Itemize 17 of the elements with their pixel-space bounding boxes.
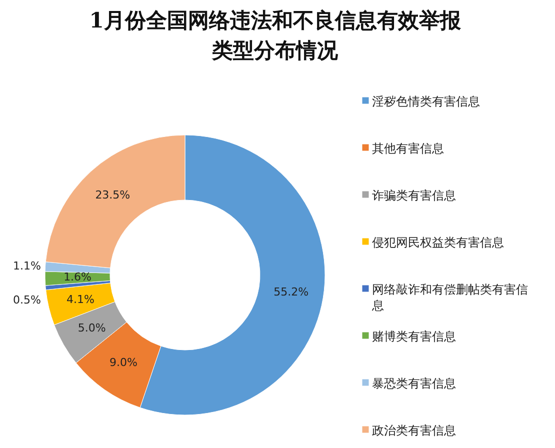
data-label: 0.5% — [13, 294, 41, 307]
data-label: 1.6% — [64, 270, 92, 284]
legend-label: 暴恐类有害信息 — [372, 376, 456, 390]
legend-label: 诈骗类有害信息 — [372, 188, 456, 202]
legend-label: 淫秽色情类有害信息 — [372, 94, 480, 108]
legend-label: 侵犯网民权益类有害信息 — [372, 235, 504, 250]
legend-label: 其他有害信息 — [372, 141, 444, 156]
data-label: 55.2% — [274, 285, 309, 298]
data-label: 5.0% — [78, 322, 106, 335]
data-label: 23.5% — [95, 188, 130, 202]
legend-label: 网络敲诈和有偿删帖类有害信息 — [371, 282, 528, 312]
data-label: 9.0% — [109, 356, 138, 370]
data-label: 1.1% — [13, 260, 41, 273]
legend-label: 政治类有害信息 — [372, 423, 456, 438]
chart-title: 1月份全国网络违法和不良信息有效举报类型分布情况 — [89, 7, 462, 62]
legend-label: 赌博类有害信息 — [372, 329, 456, 344]
data-label: 4.1% — [66, 293, 94, 306]
